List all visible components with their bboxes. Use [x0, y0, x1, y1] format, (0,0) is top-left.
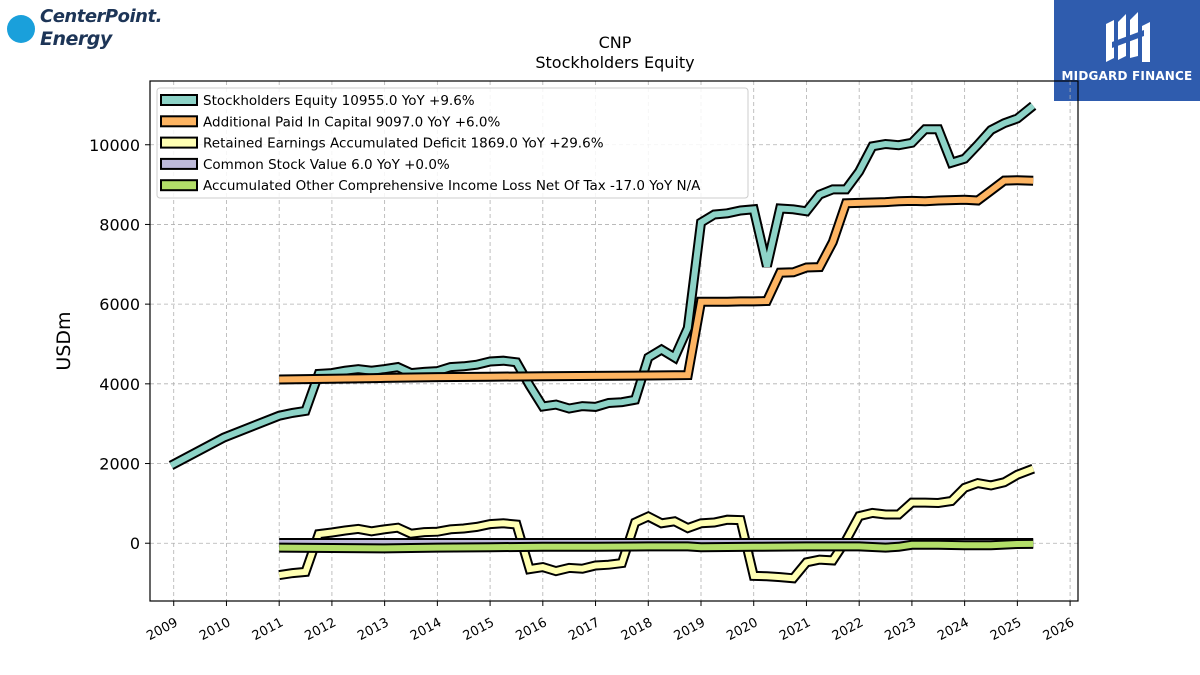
- x-tick-label: 2021: [777, 615, 813, 644]
- legend-label: Retained Earnings Accumulated Deficit 18…: [203, 136, 604, 152]
- legend-swatch: [160, 136, 198, 149]
- legend-label: Common Stock Value 6.0 YoY +0.0%: [203, 157, 450, 173]
- legend-box: [156, 87, 749, 199]
- logo-brand-text: MIDGARD FINANCE: [1061, 69, 1193, 83]
- chart-subtitle: Stockholders Equity: [535, 53, 694, 72]
- y-axis-ticks: 0 2000 4000 6000 8000 10000: [89, 136, 150, 553]
- x-tick-label: 2022: [830, 615, 866, 644]
- legend-swatch: [160, 94, 198, 106]
- y-tick-label: 0: [130, 534, 140, 553]
- x-tick-label: 2019: [672, 615, 708, 644]
- x-tick-label: 2015: [461, 615, 497, 644]
- legend-swatch: [160, 157, 198, 170]
- x-tick-label: 2016: [513, 615, 549, 644]
- legend-swatch: [160, 179, 198, 192]
- legend-label: Accumulated Other Comprehensive Income L…: [203, 178, 701, 194]
- x-tick-label: 2023: [883, 615, 919, 644]
- x-tick-label: 2017: [566, 615, 602, 644]
- x-tick-label: 2009: [144, 615, 180, 644]
- x-tick-label: 2013: [355, 615, 391, 644]
- plot-frame: [149, 80, 1079, 602]
- legend-label: Stockholders Equity 10955.0 YoY +9.6%: [203, 93, 475, 109]
- x-tick-label: 2020: [724, 615, 760, 644]
- logo-text-line1: CenterPoint.: [40, 6, 162, 27]
- series-layer: [168, 101, 1037, 584]
- y-axis-label: USDm: [53, 311, 75, 370]
- x-tick-label: 2010: [197, 615, 233, 644]
- y-tick-label: 4000: [99, 375, 140, 394]
- x-tick-label: 2018: [619, 615, 655, 644]
- y-tick-label: 8000: [99, 215, 140, 234]
- x-tick-label: 2012: [303, 615, 339, 644]
- y-tick-label: 2000: [99, 455, 140, 474]
- centerpoint-logo: CenterPoint. Energy: [4, 4, 162, 56]
- chart-title: CNP: [599, 33, 632, 52]
- x-tick-label: 2014: [408, 615, 444, 644]
- series-line-1: [279, 177, 1034, 383]
- x-tick-label: 2024: [935, 615, 971, 644]
- legend-swatch: [160, 115, 198, 128]
- series-line-2: [278, 465, 1035, 582]
- logo-dot-icon: [7, 15, 35, 43]
- x-axis-ticks: 2009 2010 2011 2012 2013 2014 2015 2016 2017 2018…: [144, 601, 1077, 644]
- x-tick-label: 2025: [988, 615, 1024, 644]
- x-tick-label: 2026: [1041, 615, 1077, 644]
- legend: Stockholders Equity 10955.0 YoY +9.6% Add…: [156, 87, 749, 199]
- y-tick-label: 6000: [99, 295, 140, 314]
- series-line-4: [279, 540, 1034, 552]
- midgard-mark-icon: [1106, 12, 1150, 62]
- x-tick-label: 2011: [250, 615, 286, 644]
- logo-text-line2: Energy: [40, 28, 112, 50]
- y-tick-label: 10000: [89, 136, 140, 155]
- midgard-finance-logo: MIDGARD FINANCE: [1054, 0, 1200, 101]
- legend-label: Additional Paid In Capital 9097.0 YoY +6…: [203, 114, 500, 130]
